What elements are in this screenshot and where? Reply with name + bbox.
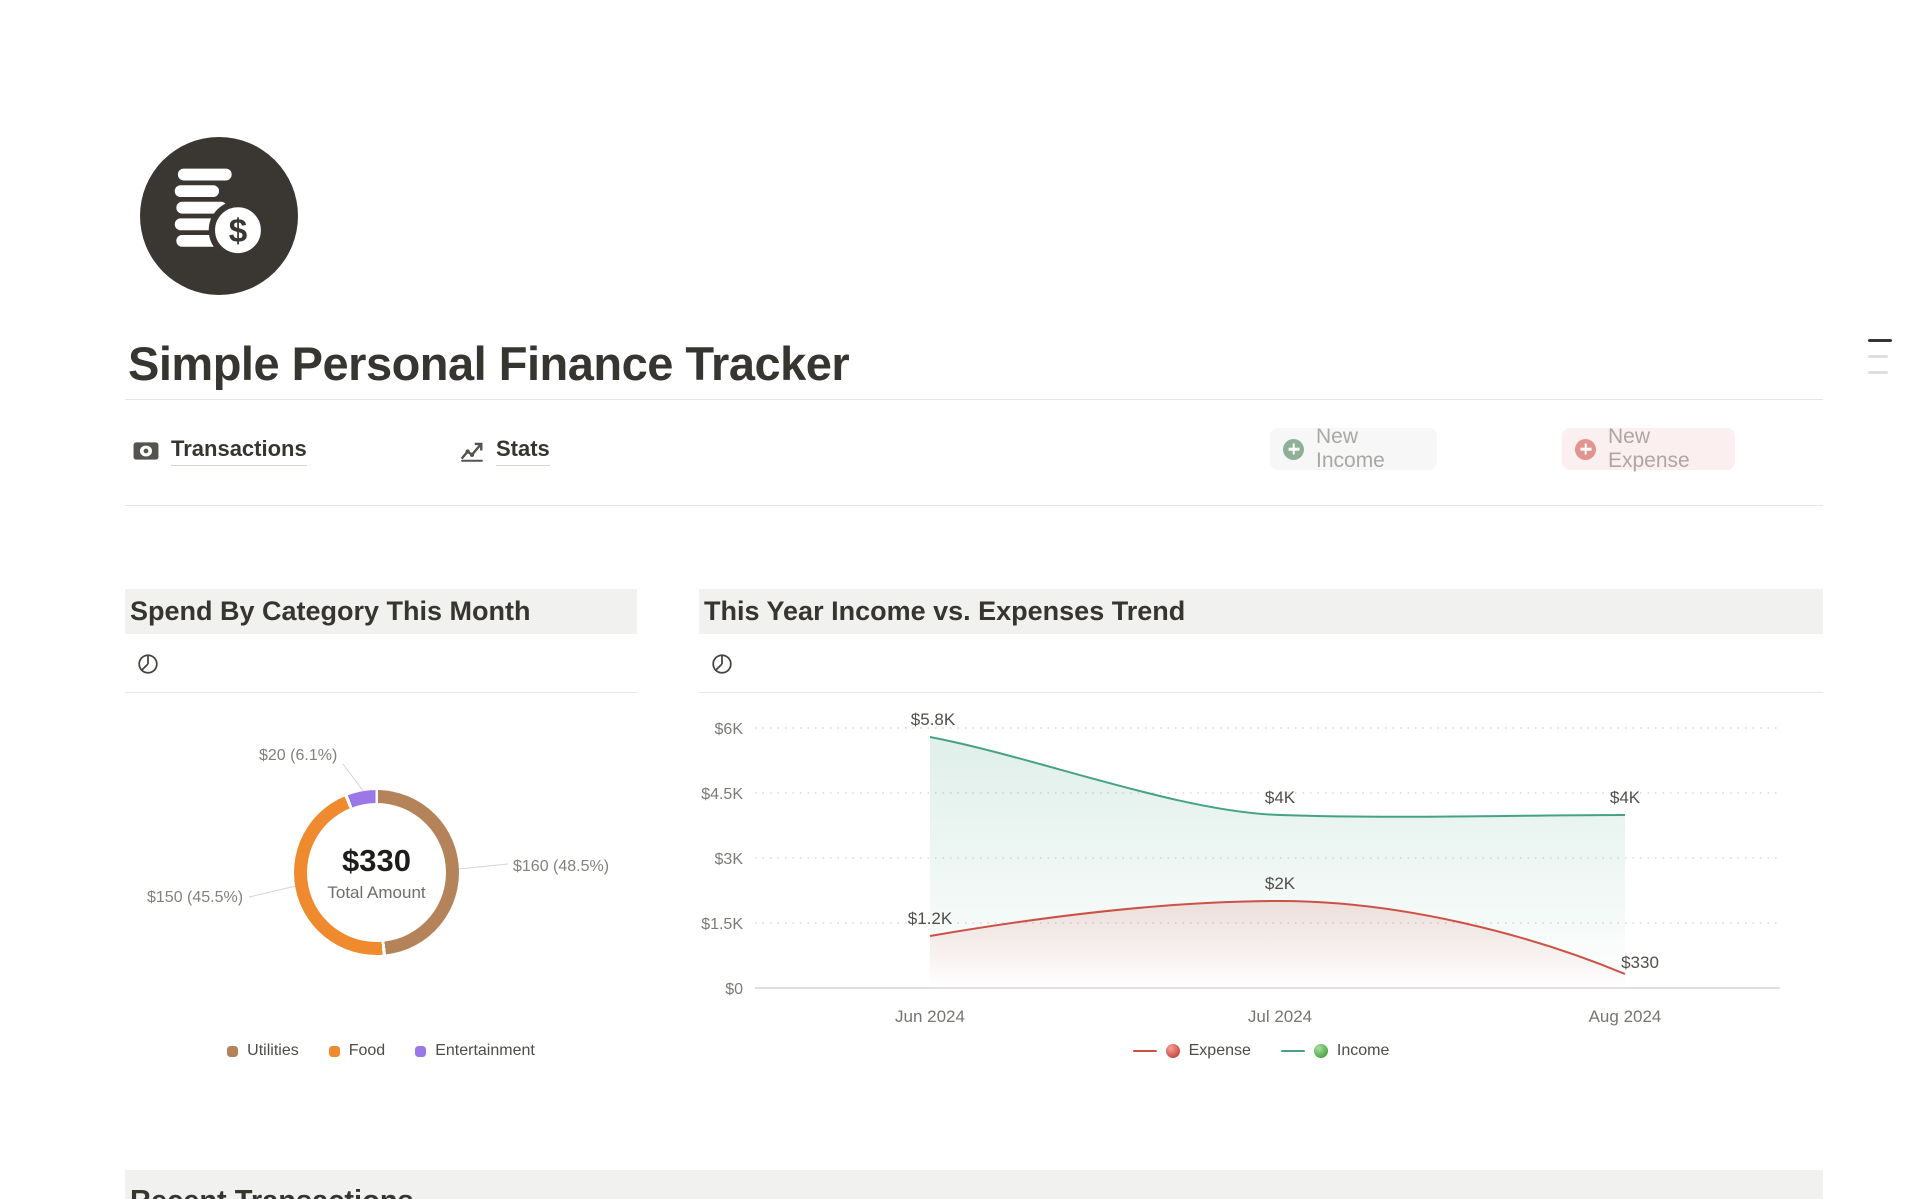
tab-transactions-label: Transactions — [171, 436, 307, 466]
income-line — [929, 736, 1626, 818]
svg-text:Aug 2024: Aug 2024 — [1589, 1007, 1662, 1026]
legend-item-expense[interactable]: Expense — [1132, 1042, 1251, 1060]
donut-hole — [307, 803, 446, 942]
tab-stats[interactable]: Stats — [460, 436, 550, 466]
svg-text:$2K: $2K — [1265, 874, 1296, 893]
legend-item-food[interactable]: Food — [328, 1042, 386, 1060]
entertainment-label: Entertainment — [435, 1042, 535, 1059]
trend-section-heading: This Year Income vs. Expenses Trend — [699, 589, 1823, 634]
svg-text:$4K: $4K — [1265, 788, 1296, 807]
table-of-contents-indicator[interactable] — [1868, 339, 1896, 374]
stats-chart-icon — [460, 442, 483, 462]
svg-text:$5.8K: $5.8K — [911, 710, 956, 729]
donut-total-label: Total Amount — [327, 882, 426, 902]
svg-text:$1.2K: $1.2K — [908, 909, 953, 928]
plus-circle-icon — [1283, 438, 1304, 460]
utilities-swatch — [227, 1045, 239, 1057]
callout-food: $150 (45.5%) — [147, 889, 244, 906]
donut-chart: $330 Total Amount $20 (6.1%) $160 (48.5%… — [125, 700, 637, 1030]
y-axis-ticks: $6K $4.5K $3K $1.5K $0 — [701, 721, 743, 998]
svg-text:$4K: $4K — [1610, 788, 1641, 807]
new-expense-label: New Expense — [1608, 425, 1690, 472]
pie-chart-icon — [712, 654, 732, 674]
utilities-label: Utilities — [247, 1042, 299, 1059]
toc-bar — [1868, 371, 1888, 374]
income-line-swatch — [1280, 1050, 1305, 1052]
svg-text:$330: $330 — [1621, 953, 1659, 972]
divider-under-tabs — [125, 505, 1823, 506]
svg-text:$1.5K: $1.5K — [701, 916, 743, 933]
x-axis-ticks: Jun 2024 Jul 2024 Aug 2024 — [895, 1007, 1661, 1026]
entertainment-swatch — [415, 1045, 427, 1057]
donut-center: $330 Total Amount — [294, 790, 459, 955]
tab-stats-label: Stats — [496, 436, 550, 466]
donut-total-value: $330 — [342, 842, 411, 878]
income-ball-icon — [1313, 1044, 1328, 1058]
donut-ring — [294, 790, 459, 955]
svg-text:Jul 2024: Jul 2024 — [1248, 1007, 1312, 1026]
pie-chart-icon — [138, 654, 158, 674]
svg-text:$3K: $3K — [715, 851, 744, 868]
food-swatch — [328, 1045, 340, 1057]
page-title: Simple Personal Finance Tracker — [128, 337, 850, 390]
expense-label: Expense — [1188, 1042, 1251, 1059]
expense-point-labels: $1.2K $2K $330 — [908, 874, 1659, 972]
recent-transactions-heading: Recent Transactions — [125, 1170, 1823, 1199]
income-label: Income — [1336, 1042, 1390, 1059]
donut-leader-lines — [248, 763, 509, 898]
toc-bar — [1868, 355, 1888, 358]
expense-line — [929, 899, 1626, 975]
app-logo: $ — [140, 137, 298, 295]
legend-item-utilities[interactable]: Utilities — [227, 1042, 299, 1060]
trend-line-chart: $6K $4.5K $3K $1.5K $0 $5.8K $4K $4K $1.… — [701, 710, 1780, 1026]
donut-legend: Utilities Food Entertainment — [125, 1042, 637, 1060]
legend-item-entertainment[interactable]: Entertainment — [415, 1042, 535, 1060]
new-income-label: New Income — [1316, 425, 1385, 472]
svg-text:$: $ — [229, 213, 247, 250]
plus-circle-icon — [1575, 438, 1596, 460]
spend-by-category-section: Spend By Category This Month $330 Total … — [125, 580, 637, 1140]
expense-line-swatch — [1132, 1050, 1157, 1052]
tab-transactions[interactable]: Transactions — [133, 436, 307, 466]
legend-item-income[interactable]: Income — [1280, 1042, 1390, 1060]
divider — [125, 692, 637, 693]
income-point-labels: $5.8K $4K $4K — [911, 710, 1641, 807]
expense-area — [930, 901, 1625, 988]
spend-section-heading: Spend By Category This Month — [125, 589, 637, 634]
svg-text:$4.5K: $4.5K — [701, 786, 743, 803]
trend-legend: Expense Income — [699, 1042, 1823, 1060]
coins-logo-icon: $ — [140, 137, 298, 295]
callout-entertainment: $20 (6.1%) — [259, 747, 338, 764]
trend-section: This Year Income vs. Expenses Trend — [699, 580, 1823, 1140]
callout-utilities: $160 (48.5%) — [513, 858, 610, 875]
expense-ball-icon — [1165, 1044, 1180, 1058]
svg-text:$0: $0 — [725, 981, 743, 998]
divider-under-title — [125, 399, 1823, 400]
svg-text:Jun 2024: Jun 2024 — [895, 1007, 965, 1026]
divider — [699, 692, 1823, 693]
svg-text:$6K: $6K — [715, 721, 744, 738]
new-income-button[interactable]: New Income — [1270, 425, 1437, 472]
food-label: Food — [348, 1042, 386, 1059]
banknote-icon — [133, 442, 159, 460]
new-expense-button[interactable]: New Expense — [1562, 425, 1735, 472]
toc-bar-active — [1868, 339, 1892, 342]
